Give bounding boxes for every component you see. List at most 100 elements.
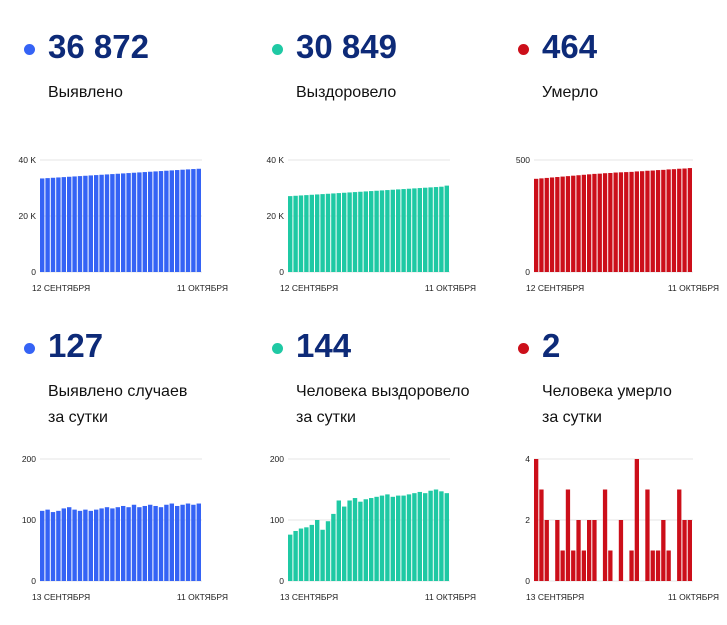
bar [544, 520, 549, 581]
bar [131, 172, 137, 272]
bar [61, 508, 66, 581]
bar [347, 500, 352, 581]
stat-value: 464 [542, 28, 598, 65]
y-tick-label: 500 [516, 155, 530, 165]
bar [571, 550, 576, 581]
bar [412, 493, 417, 581]
legend-dot [24, 44, 35, 55]
bar [423, 187, 428, 272]
bar [560, 176, 565, 272]
bar [347, 192, 352, 272]
bar [298, 528, 304, 581]
bar [565, 176, 571, 272]
bar [336, 193, 341, 272]
bar [148, 504, 153, 581]
bar [534, 178, 539, 272]
bar [137, 507, 142, 581]
bar [352, 498, 358, 581]
y-tick-label: 100 [22, 515, 36, 525]
legend-dot [518, 343, 529, 354]
chart-deaths-daily: 0 2 4 13 СЕНТЯБРЯ 11 ОКТЯБРЯ [525, 454, 719, 602]
bar [342, 192, 347, 272]
x-tick-label: 12 СЕНТЯБРЯ [526, 283, 584, 293]
bar [363, 191, 368, 272]
bar [549, 177, 555, 272]
x-tick-label: 12 СЕНТЯБРЯ [32, 283, 90, 293]
bar [115, 507, 120, 581]
bar [196, 503, 201, 581]
bar [634, 171, 639, 272]
y-tick-label: 40 K [267, 155, 285, 165]
bar [439, 491, 444, 581]
bar [374, 190, 379, 272]
chart-recovered-total: 0 20 K 40 K 12 СЕНТЯБРЯ 11 ОКТЯБРЯ [267, 155, 477, 293]
x-tick-label: 11 ОКТЯБРЯ [425, 283, 476, 293]
stat-value: 2 [542, 327, 561, 364]
bar [293, 195, 298, 272]
stat-value: 144 [296, 327, 352, 364]
bar [581, 550, 586, 581]
bar [315, 194, 320, 272]
legend-dot [24, 343, 35, 354]
panel-detected-total: 36 872 Выявлено 0 20 K 40 K 12 СЕНТЯБРЯ 11 О… [18, 26, 258, 326]
bar [153, 505, 158, 581]
y-tick-label: 0 [525, 576, 530, 586]
panel-deaths-daily: 2 Человека умерло за сутки 0 2 4 13 СЕНТЯБРЯ… [512, 325, 727, 625]
y-tick-label: 200 [270, 454, 284, 464]
bar [293, 530, 298, 581]
bar [94, 175, 99, 272]
bar [592, 173, 597, 272]
y-tick-label: 0 [31, 267, 36, 277]
bar [175, 505, 180, 581]
bar [624, 172, 629, 272]
bar [169, 503, 174, 581]
bar [320, 529, 325, 581]
bar [50, 512, 56, 581]
bar [560, 550, 565, 581]
bar [67, 507, 72, 581]
bar [342, 506, 347, 581]
bar [666, 550, 671, 581]
bar [677, 489, 682, 581]
bar [45, 509, 50, 581]
bar [428, 187, 433, 272]
bar [423, 493, 428, 581]
bar [142, 505, 147, 581]
legend-dot [272, 343, 283, 354]
bar [385, 190, 390, 272]
bar [110, 174, 115, 272]
bar [352, 192, 358, 272]
bar [571, 175, 576, 272]
bar [99, 508, 104, 581]
bar [304, 195, 309, 272]
bar [169, 170, 174, 272]
bar [581, 174, 586, 272]
bar [539, 489, 544, 581]
x-tick-label: 11 ОКТЯБРЯ [425, 592, 476, 602]
bar [72, 176, 77, 272]
bar [428, 490, 433, 581]
bar [72, 509, 77, 581]
bar [576, 175, 581, 272]
bar [661, 520, 666, 581]
stat-value: 127 [48, 327, 104, 364]
bar [602, 489, 608, 581]
bar [164, 504, 169, 581]
bar [288, 534, 293, 581]
bar [682, 168, 687, 272]
stat-label: Человека умерло за сутки [542, 383, 672, 426]
bar [406, 188, 412, 272]
bar [358, 191, 363, 272]
chart-recovered-daily: 0 100 200 13 СЕНТЯБРЯ 11 ОКТЯБРЯ [270, 454, 476, 602]
bar [661, 169, 666, 272]
bar [390, 496, 395, 581]
bar [288, 196, 293, 272]
bar [645, 489, 650, 581]
bar [587, 174, 592, 272]
bar [576, 520, 581, 581]
bar [379, 190, 385, 272]
y-tick-label: 100 [270, 515, 284, 525]
bar [61, 177, 66, 272]
bar [126, 173, 131, 272]
bar [587, 520, 592, 581]
